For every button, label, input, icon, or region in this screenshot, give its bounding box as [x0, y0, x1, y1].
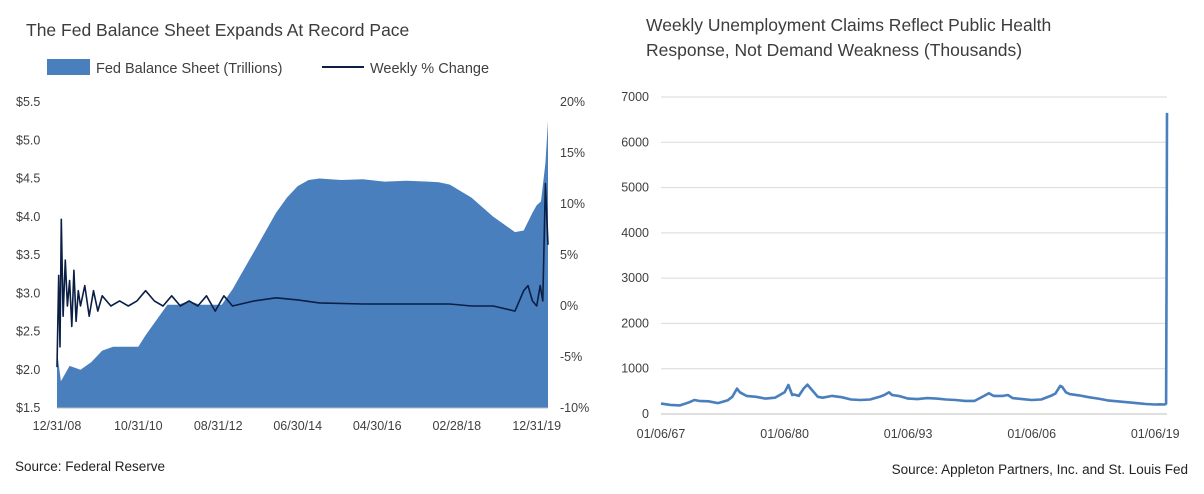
right-chart-title-line2: Response, Not Demand Weakness (Thousands…: [646, 40, 1023, 60]
right-y-tick-label: 7000: [621, 90, 649, 104]
right-y-tick-label: 0: [642, 407, 649, 421]
left-y-tick-label: $5.5: [16, 95, 40, 109]
right-y-tick-label: 2000: [621, 316, 649, 330]
legend-swatch-fed-balance-sheet: [47, 59, 90, 75]
left-y-tick-label: $4.0: [16, 210, 40, 224]
right-y-tick-label: 10%: [560, 197, 585, 211]
right-x-tick-label: 01/06/06: [1007, 427, 1056, 441]
left-x-tick-label: 08/31/12: [194, 419, 243, 433]
right-y-tick-label: 5%: [560, 248, 578, 262]
right-y-tick-label: 4000: [621, 226, 649, 240]
left-chart-svg: Fed Balance Sheet (Trillions) Weekly % Ch…: [16, 59, 589, 433]
right-chart-source: Source: Appleton Partners, Inc. and St. …: [891, 462, 1188, 477]
right-y-tick-label: 3000: [621, 271, 649, 285]
legend-label-fed-balance-sheet: Fed Balance Sheet (Trillions): [96, 61, 282, 77]
left-y-tick-label: $2.0: [16, 363, 40, 377]
right-x-tick-label: 01/06/93: [884, 427, 933, 441]
left-x-tick-label: 02/28/18: [432, 419, 481, 433]
left-y-tick-label: $1.5: [16, 401, 40, 415]
left-x-tick-label: 10/31/10: [114, 419, 163, 433]
right-chart-title-line1: Weekly Unemployment Claims Reflect Publi…: [646, 15, 1052, 35]
left-x-tick-label: 04/30/16: [353, 419, 402, 433]
left-x-tick-label: 12/31/19: [512, 419, 561, 433]
left-y-tick-label: $5.0: [16, 133, 40, 147]
right-y-tick-label: 15%: [560, 146, 585, 160]
right-y-tick-label: 0%: [560, 299, 578, 313]
right-x-tick-label: 01/06/80: [760, 427, 809, 441]
weekly-change-line: [56, 182, 549, 368]
left-chart-source: Source: Federal Reserve: [15, 459, 166, 474]
right-y-tick-label: 1000: [621, 362, 649, 376]
left-y-tick-label: $3.0: [16, 286, 40, 300]
fed-balance-sheet-area: [57, 121, 548, 408]
right-x-tick-label: 01/06/19: [1131, 427, 1180, 441]
left-y-tick-label: $4.5: [16, 172, 40, 186]
right-y-tick-label: 6000: [621, 135, 649, 149]
unemployment-claims-line: [660, 112, 1169, 407]
left-y-tick-label: $3.5: [16, 248, 40, 262]
right-x-tick-label: 01/06/67: [637, 427, 686, 441]
left-x-tick-label: 12/31/08: [33, 419, 82, 433]
right-y-tick-label: 5000: [621, 181, 649, 195]
left-y-tick-label: $2.5: [16, 325, 40, 339]
right-y-tick-label: -5%: [560, 350, 582, 364]
legend-label-weekly-change: Weekly % Change: [370, 61, 489, 77]
left-chart-title: The Fed Balance Sheet Expands At Record …: [26, 20, 410, 40]
left-x-tick-label: 06/30/14: [273, 419, 322, 433]
right-y-tick-label: 20%: [560, 95, 585, 109]
right-y-tick-label: -10%: [560, 401, 589, 415]
